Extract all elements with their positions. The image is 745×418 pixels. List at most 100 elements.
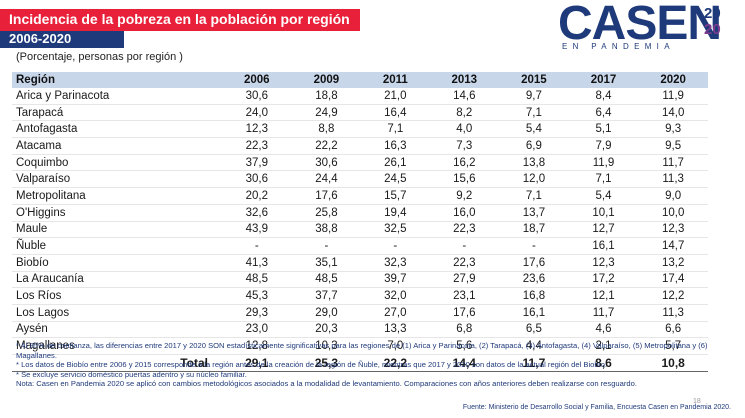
poverty-value: 16,1: [499, 304, 569, 322]
column-header-year: 2011: [361, 72, 430, 88]
total-row: Total 29,1 25,3 22,2 14,4 11,7 8,6 10,8: [12, 354, 708, 372]
poverty-value: -: [429, 237, 500, 255]
poverty-value: 18,8: [291, 88, 362, 105]
poverty-value: 4,6: [568, 321, 639, 339]
poverty-value: 14,7: [638, 237, 708, 255]
poverty-value: 5,4: [568, 187, 639, 205]
poverty-table: Región 2006 2009 2011 2013 2015 2017 2020 Arica…: [12, 72, 708, 372]
poverty-value: 16,1: [568, 237, 639, 255]
poverty-value: 7,1: [361, 120, 430, 139]
logo-year-top: 20: [704, 5, 721, 22]
poverty-value: 23,1: [429, 287, 500, 305]
poverty-value: 13,3: [361, 321, 430, 339]
poverty-value: 21,0: [361, 88, 430, 105]
poverty-value: 32,3: [361, 254, 430, 272]
poverty-value: 43,9: [221, 221, 292, 239]
poverty-value: 17,2: [568, 271, 639, 289]
table-row: Biobío 41,3 35,1 32,3 22,3 17,6 12,3 13,2: [12, 254, 708, 272]
poverty-value: 30,6: [221, 170, 292, 189]
poverty-value: 20,3: [291, 321, 362, 339]
page-number: 18: [693, 398, 701, 405]
table-row: Tarapacá 24,0 24,9 16,4 8,2 7,1 6,4 14,0: [12, 104, 708, 122]
table-row: Valparaíso 30,6 24,4 24,5 15,6 12,0 7,1 11,3: [12, 170, 708, 189]
table-row: Atacama 22,3 22,2 16,3 7,3 6,9 7,9 9,5: [12, 137, 708, 155]
poverty-value: 22,2: [291, 137, 362, 155]
poverty-value: 24,4: [291, 170, 362, 189]
poverty-value: 13,8: [499, 154, 569, 172]
poverty-value: 17,4: [638, 271, 708, 289]
poverty-value: 45,3: [221, 287, 292, 305]
poverty-value: 7,1: [568, 170, 639, 189]
total-value: 10,8: [638, 354, 708, 372]
poverty-value: 17,6: [499, 254, 569, 272]
poverty-value: 7,3: [429, 137, 500, 155]
poverty-value: 10,1: [568, 204, 639, 222]
total-value: 29,1: [221, 354, 292, 372]
poverty-value: 9,5: [638, 137, 708, 155]
poverty-value: 23,6: [499, 271, 569, 289]
total-label: Total: [12, 354, 222, 372]
poverty-value: 12,3: [221, 120, 292, 139]
total-value: 8,6: [568, 354, 639, 372]
table-row: Maule 43,9 38,8 32,5 22,3 18,7 12,7 12,3: [12, 221, 708, 239]
poverty-value: 10,0: [638, 204, 708, 222]
poverty-value: 29,3: [221, 304, 292, 322]
logo-year-bottom: 20: [704, 21, 721, 38]
table-row: Ñuble - - - - -16,1 14,7: [12, 237, 708, 255]
poverty-value: 35,1: [291, 254, 362, 272]
poverty-value: 37,9: [221, 154, 292, 172]
region-name: Maule: [12, 221, 222, 239]
poverty-value: 15,7: [361, 187, 430, 205]
region-name: O'Higgins: [12, 204, 222, 222]
table-row: Arica y Parinacota 30,6 18,8 21,0 14,6 9,7 8,4…: [12, 88, 708, 105]
poverty-value: 14,0: [638, 104, 708, 122]
poverty-value: 8,4: [568, 88, 639, 105]
total-value: 25,3: [291, 354, 362, 372]
poverty-value: 29,0: [291, 304, 362, 322]
poverty-value: 20,2: [221, 187, 292, 205]
poverty-value: 12,3: [638, 221, 708, 239]
poverty-value: 9,3: [638, 120, 708, 139]
poverty-value: 9,0: [638, 187, 708, 205]
poverty-value: 15,6: [429, 170, 500, 189]
poverty-value: 16,2: [429, 154, 500, 172]
poverty-value: 6,6: [638, 321, 708, 339]
poverty-value: 16,3: [361, 137, 430, 155]
region-name: Antofagasta: [12, 120, 222, 139]
poverty-value: 13,7: [499, 204, 569, 222]
poverty-value: 25,8: [291, 204, 362, 222]
column-header-region: Región: [12, 72, 222, 88]
poverty-value: 7,1: [499, 187, 569, 205]
poverty-value: 16,0: [429, 204, 500, 222]
poverty-value: 4,0: [429, 120, 500, 139]
poverty-value: 12,3: [568, 254, 639, 272]
poverty-value: 32,5: [361, 221, 430, 239]
poverty-value: 24,5: [361, 170, 430, 189]
logo-tagline: EN PANDEMIA: [562, 42, 675, 51]
column-header-year: 2020: [638, 72, 708, 88]
poverty-value: -: [221, 237, 292, 255]
footnote: * Al 95% de confianza, las diferencias e…: [16, 341, 708, 360]
poverty-value: 11,7: [568, 304, 639, 322]
poverty-value: 6,9: [499, 137, 569, 155]
region-name: Metropolitana: [12, 187, 222, 205]
poverty-value: 6,5: [499, 321, 569, 339]
column-header-year: 2017: [568, 72, 639, 88]
poverty-value: 11,9: [638, 88, 708, 105]
region-name: Los Lagos: [12, 304, 222, 322]
column-header-year: 2013: [429, 72, 500, 88]
logo-brand: CASEN: [558, 0, 722, 50]
poverty-value: 5,4: [499, 120, 569, 139]
poverty-value: 13,2: [638, 254, 708, 272]
poverty-value: 17,6: [291, 187, 362, 205]
region-name: Biobío: [12, 254, 222, 272]
poverty-value: 8,8: [291, 120, 362, 139]
poverty-value: 23,0: [221, 321, 292, 339]
unit-note: (Porcentaje, personas por región ): [16, 51, 183, 63]
poverty-value: 7,1: [499, 104, 569, 122]
poverty-value: 22,3: [429, 221, 500, 239]
table-row: La Araucanía 48,5 48,5 39,7 27,9 23,6 17,2 17,4: [12, 271, 708, 289]
poverty-value: 7,9: [568, 137, 639, 155]
poverty-value: 26,1: [361, 154, 430, 172]
poverty-value: 48,5: [221, 271, 292, 289]
